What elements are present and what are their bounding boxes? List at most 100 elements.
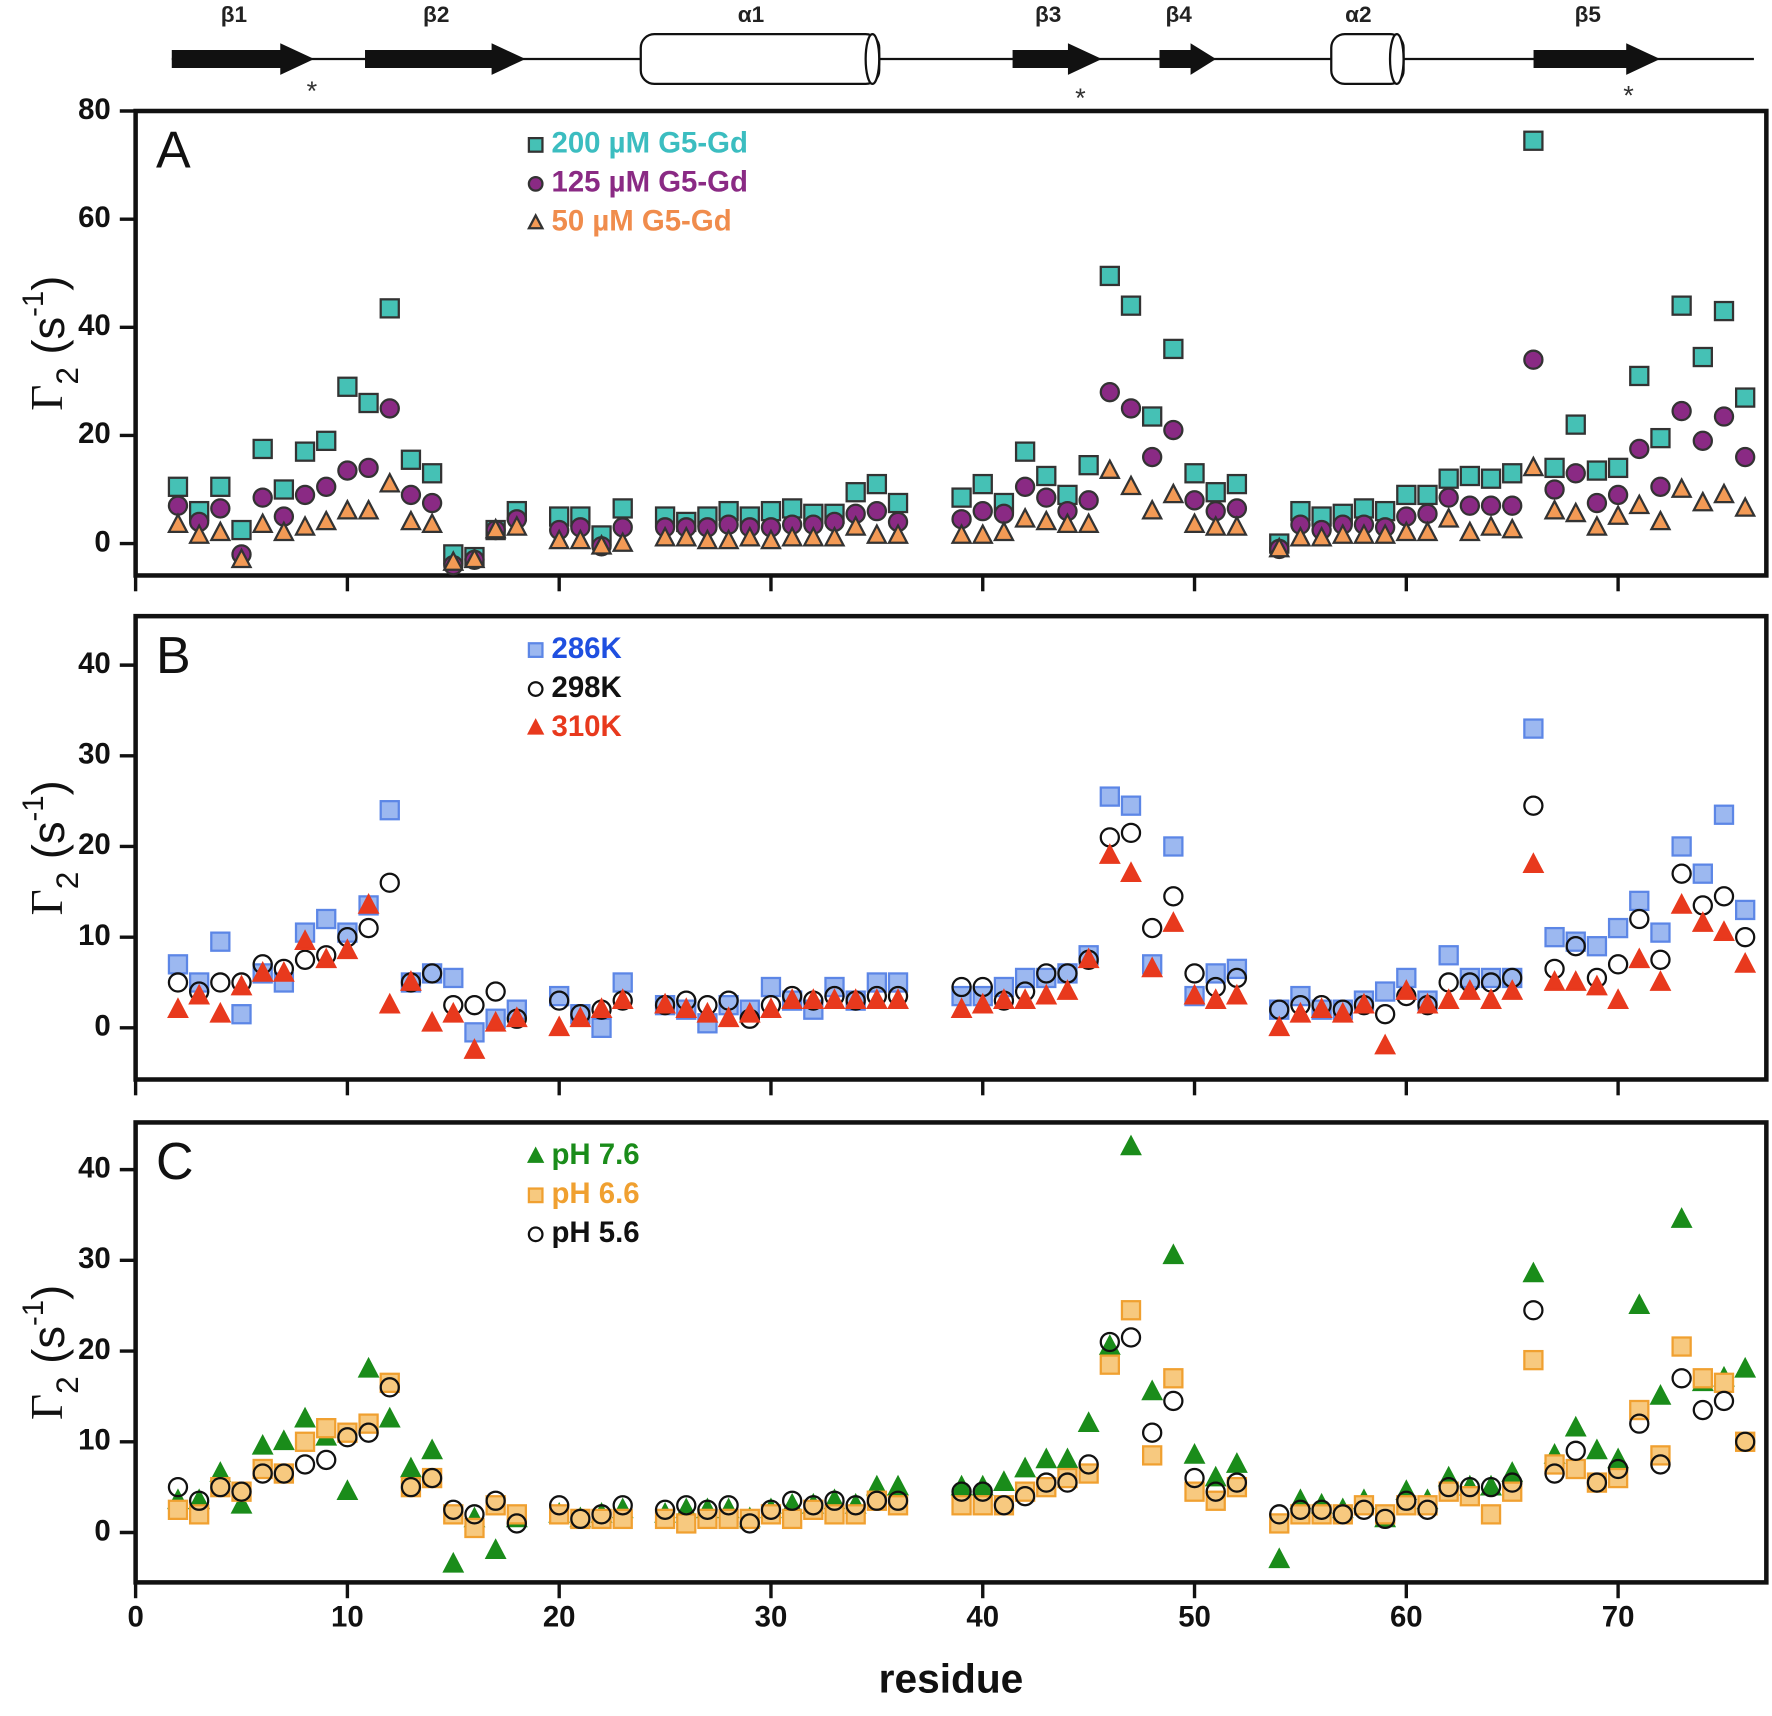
y-tick-label: 0 xyxy=(94,1514,110,1547)
legend-marker xyxy=(527,136,544,153)
triangle-marker xyxy=(1014,1456,1037,1478)
square-marker xyxy=(612,498,633,519)
structure-label: β5 xyxy=(1575,2,1601,27)
triangle-marker xyxy=(569,1006,592,1028)
structure-label: β3 xyxy=(1035,2,1061,27)
circle-marker xyxy=(167,495,189,516)
square-marker xyxy=(866,473,888,495)
triangle-marker xyxy=(463,1038,486,1059)
triangle-marker xyxy=(590,533,613,555)
square-marker xyxy=(1692,346,1713,368)
triangle-marker xyxy=(1289,525,1312,547)
triangle-marker xyxy=(950,997,973,1019)
x-axis-label: residue xyxy=(879,1656,1024,1702)
circle-marker xyxy=(1671,1368,1692,1389)
circle-marker xyxy=(421,963,443,984)
triangle-marker xyxy=(251,961,274,982)
y-axis-label-part: 2 xyxy=(49,1376,85,1394)
y-axis-label-part: Γ xyxy=(22,889,72,915)
legend-marker xyxy=(527,212,545,230)
circle-marker xyxy=(316,476,337,497)
circle-marker xyxy=(1671,863,1692,884)
square-marker xyxy=(231,1004,252,1025)
triangle-marker xyxy=(1458,520,1481,542)
triangle-marker xyxy=(717,1006,740,1028)
circle-marker xyxy=(1417,1499,1438,1520)
square-marker xyxy=(210,476,231,497)
helix-end xyxy=(1388,33,1405,86)
circle-marker xyxy=(1226,498,1248,519)
triangle-marker xyxy=(887,523,909,544)
circle-marker xyxy=(464,1504,485,1525)
circle-marker xyxy=(1438,1476,1459,1498)
square-marker xyxy=(1417,484,1438,506)
triangle-marker xyxy=(230,974,253,996)
square-marker xyxy=(1586,936,1608,957)
circle-marker xyxy=(252,487,273,508)
square-marker xyxy=(1120,1300,1142,1321)
circle-marker xyxy=(1502,1472,1523,1493)
triangle-marker xyxy=(378,992,401,1014)
circle-marker xyxy=(1163,419,1184,441)
triangle-marker xyxy=(1395,979,1418,1000)
triangle-marker xyxy=(442,550,465,571)
circle-marker xyxy=(1692,1399,1713,1421)
triangle-marker xyxy=(272,1429,295,1451)
y-tick-label: 30 xyxy=(78,1242,111,1275)
square-marker xyxy=(1374,1504,1396,1525)
triangle-marker xyxy=(1522,455,1545,477)
circle-marker xyxy=(570,1508,591,1530)
triangle-marker xyxy=(1183,1443,1206,1464)
triangle-marker xyxy=(1120,474,1142,496)
triangle-marker xyxy=(823,988,846,1009)
circle-marker xyxy=(1120,398,1142,419)
triangle-marker xyxy=(1734,1356,1757,1378)
triangle-marker xyxy=(1628,947,1651,969)
square-marker xyxy=(676,1513,697,1534)
beta-strand xyxy=(365,43,526,75)
triangle-marker xyxy=(802,525,825,547)
legend-marker xyxy=(527,1187,544,1204)
triangle-marker xyxy=(1649,509,1672,531)
square-marker xyxy=(1735,899,1756,921)
triangle-marker xyxy=(378,471,401,493)
circle-marker xyxy=(337,1427,358,1448)
circle-marker xyxy=(824,1490,845,1511)
triangle-marker xyxy=(1586,1438,1608,1460)
square-marker xyxy=(294,441,316,462)
y-tick-label: 60 xyxy=(78,201,111,234)
triangle-marker xyxy=(209,1001,232,1023)
triangle-marker xyxy=(315,947,338,969)
legend-label: pH 5.6 xyxy=(551,1216,639,1249)
square-marker xyxy=(1099,1354,1120,1375)
asterisk: * xyxy=(1075,82,1086,113)
triangle-marker xyxy=(1564,1415,1587,1437)
circle-marker xyxy=(1459,495,1481,516)
square-marker xyxy=(1713,804,1735,825)
square-marker xyxy=(1120,795,1142,816)
circle-marker xyxy=(972,1481,993,1502)
triangle-marker xyxy=(1141,956,1164,978)
panel-label: C xyxy=(156,1133,194,1191)
circle-marker xyxy=(1523,1300,1544,1321)
triangle-marker xyxy=(209,520,232,542)
triangle-marker xyxy=(230,1492,253,1514)
square-marker xyxy=(379,298,400,319)
circle-marker xyxy=(1036,487,1057,508)
triangle-marker xyxy=(1501,979,1524,1000)
triangle-marker xyxy=(1268,1547,1291,1569)
triangle-marker xyxy=(1713,482,1735,504)
square-marker xyxy=(1565,931,1586,952)
circle-marker xyxy=(1565,1440,1586,1462)
triangle-marker xyxy=(1480,1474,1502,1496)
circle-marker xyxy=(337,460,358,481)
circle-marker xyxy=(781,1490,803,1511)
triangle-marker xyxy=(696,1001,719,1023)
circle-marker xyxy=(294,484,316,506)
triangle-marker xyxy=(1331,1001,1354,1023)
circle-marker xyxy=(421,1467,443,1489)
triangle-marker xyxy=(357,1356,380,1378)
square-marker xyxy=(1629,890,1650,912)
circle-marker xyxy=(1014,476,1036,497)
circle-marker xyxy=(1650,476,1671,497)
